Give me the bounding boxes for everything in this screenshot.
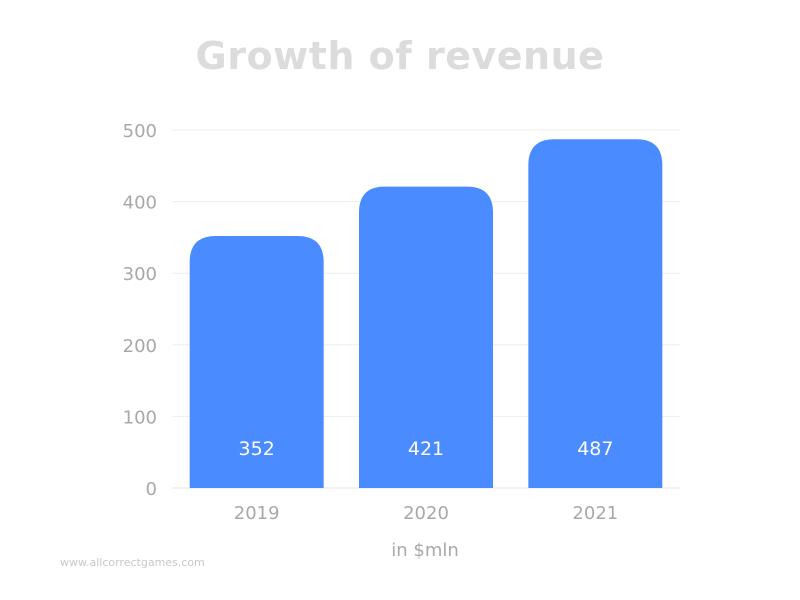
x-tick-label: 2019 — [234, 503, 280, 524]
y-tick-label: 400 — [123, 193, 157, 214]
y-tick-label: 100 — [123, 407, 157, 428]
bars: 352 421 487 — [189, 139, 663, 489]
x-axis-label: in $mln — [391, 540, 459, 561]
y-tick-label: 200 — [123, 336, 157, 357]
data-label: 421 — [408, 438, 444, 460]
data-label: 352 — [239, 438, 275, 460]
data-label: 487 — [577, 438, 613, 460]
y-axis-ticks: 0 100 200 300 400 500 — [123, 121, 157, 500]
bar-2019 — [189, 235, 324, 488]
x-tick-label: 2021 — [572, 503, 618, 524]
chart-title: Growth of revenue — [195, 34, 605, 78]
y-tick-label: 300 — [123, 264, 157, 285]
bar-2021 — [528, 139, 663, 489]
x-axis-ticks: 2019 2020 2021 — [234, 503, 618, 524]
y-tick-label: 500 — [123, 121, 157, 142]
watermark: www.allcorrectgames.com — [60, 556, 205, 569]
bar-2020 — [359, 186, 493, 488]
y-tick-label: 0 — [146, 479, 157, 500]
x-tick-label: 2020 — [403, 503, 449, 524]
